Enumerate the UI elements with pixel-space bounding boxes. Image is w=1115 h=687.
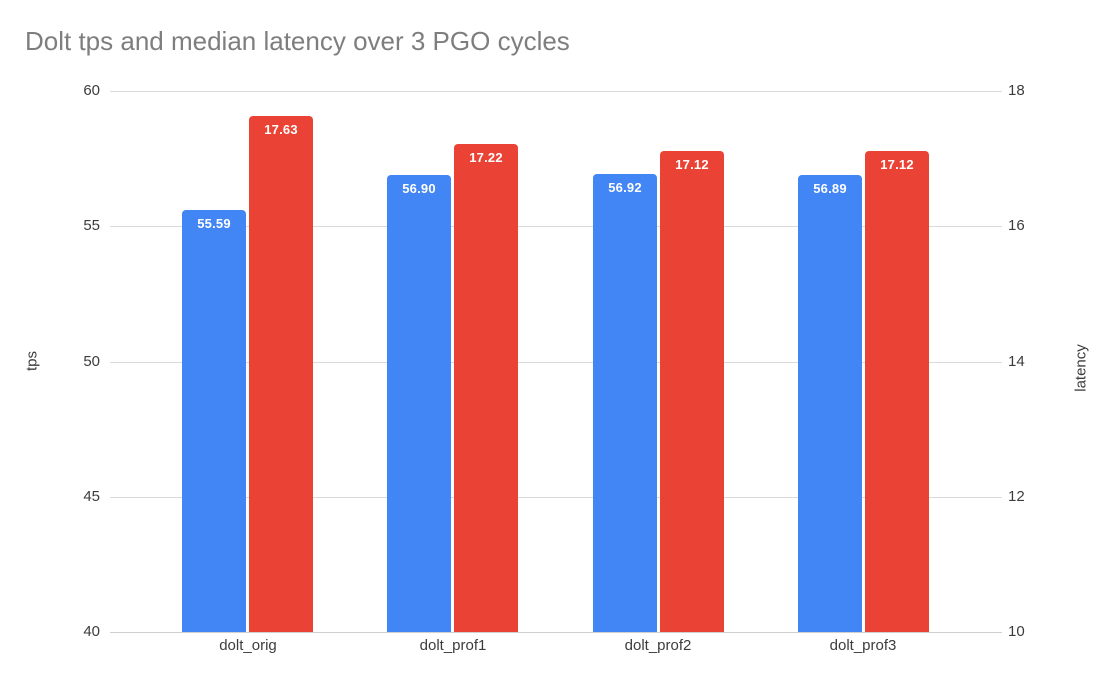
bar-tps[interactable]: 56.92 bbox=[593, 174, 657, 632]
gridline bbox=[110, 226, 1002, 227]
bar-tps[interactable]: 55.59 bbox=[182, 210, 246, 632]
gridline bbox=[110, 91, 1002, 92]
x-axis-category-label: dolt_prof1 bbox=[419, 637, 487, 654]
bar-value-label: 17.63 bbox=[264, 122, 298, 137]
gridline bbox=[110, 362, 1002, 363]
bar-latency[interactable]: 17.12 bbox=[660, 151, 724, 632]
bar-value-label: 17.22 bbox=[469, 150, 503, 165]
bar-latency[interactable]: 17.22 bbox=[454, 144, 518, 632]
bar-value-label: 55.59 bbox=[197, 216, 231, 231]
right-axis-tick-label: 12 bbox=[1008, 488, 1025, 505]
right-axis-tick-label: 16 bbox=[1008, 217, 1025, 234]
bar-value-label: 17.12 bbox=[675, 157, 709, 172]
left-axis-tick-label: 45 bbox=[83, 488, 100, 505]
x-axis-category-label: dolt_prof3 bbox=[829, 637, 897, 654]
bar-latency[interactable]: 17.12 bbox=[865, 151, 929, 632]
gridline bbox=[110, 497, 1002, 498]
x-axis-category-label: dolt_prof2 bbox=[624, 637, 692, 654]
left-axis-tick-label: 40 bbox=[83, 623, 100, 640]
right-axis-title: latency bbox=[1072, 344, 1090, 392]
chart-title: Dolt tps and median latency over 3 PGO c… bbox=[25, 26, 570, 56]
right-axis-tick-label: 18 bbox=[1008, 82, 1025, 99]
gridline bbox=[110, 632, 1002, 633]
bar-tps[interactable]: 56.90 bbox=[387, 175, 451, 632]
left-axis-tick-label: 55 bbox=[83, 217, 100, 234]
x-axis-category-label: dolt_orig bbox=[219, 637, 277, 654]
bar-value-label: 56.89 bbox=[813, 181, 847, 196]
bar-latency[interactable]: 17.63 bbox=[249, 116, 313, 632]
left-axis-title: tps bbox=[23, 350, 41, 372]
left-axis-tick-label: 60 bbox=[83, 82, 100, 99]
bar-value-label: 56.92 bbox=[608, 180, 642, 195]
left-axis-tick-label: 50 bbox=[83, 353, 100, 370]
bar-value-label: 56.90 bbox=[402, 181, 436, 196]
bar-tps[interactable]: 56.89 bbox=[798, 175, 862, 632]
right-axis-tick-label: 14 bbox=[1008, 353, 1025, 370]
bar-value-label: 17.12 bbox=[880, 157, 914, 172]
right-axis-tick-label: 10 bbox=[1008, 623, 1025, 640]
